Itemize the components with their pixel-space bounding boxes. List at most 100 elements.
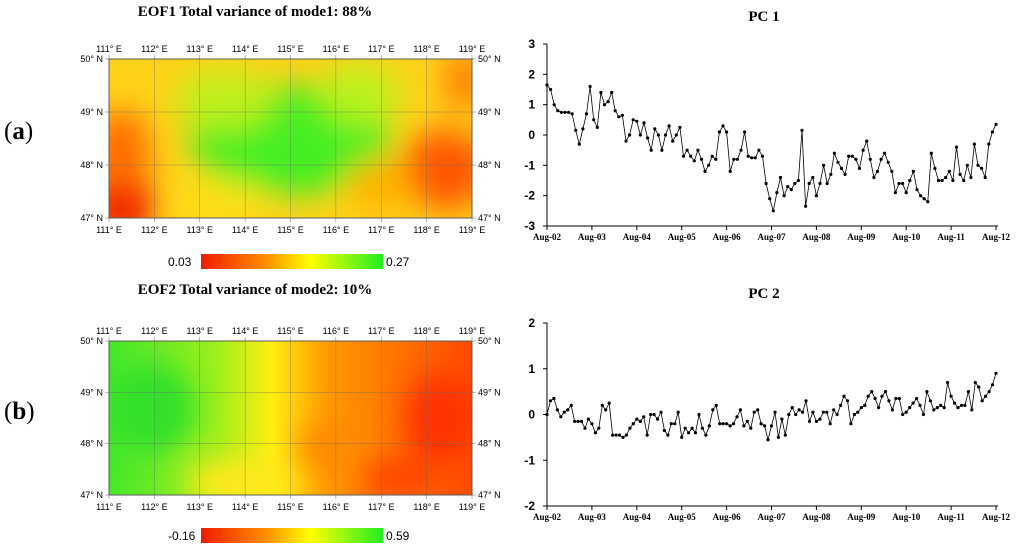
eof2-map: EOF2 Total variance of mode2: 10% 111° E… [80, 282, 501, 543]
x-tick-label: Aug-02 [533, 512, 562, 522]
data-point [718, 422, 722, 426]
data-point [725, 422, 729, 426]
data-point [839, 403, 843, 407]
data-point [796, 178, 800, 183]
y-tick-label: 2 [528, 316, 535, 330]
panel-label-a: (a) [4, 118, 34, 145]
data-point [599, 90, 603, 95]
data-point [901, 412, 905, 417]
lon-tick-label: 115° E [277, 44, 303, 54]
data-point [645, 433, 649, 437]
data-point [721, 422, 725, 426]
data-point [613, 109, 617, 113]
data-point [628, 426, 632, 430]
data-point [859, 406, 863, 410]
data-point [786, 185, 790, 189]
data-point [738, 408, 742, 412]
data-point [911, 169, 915, 173]
y-tick-label: -1 [524, 158, 535, 172]
lon-tick-label: 117° E [368, 225, 394, 235]
data-point [797, 408, 801, 412]
eof1-map: EOF1 Total variance of mode1: 88% 111° E… [80, 4, 501, 269]
data-point [873, 396, 877, 401]
data-point [628, 133, 632, 137]
data-point [953, 401, 957, 405]
data-point [545, 83, 549, 87]
lat-tick-label: 48° N [478, 439, 501, 449]
lat-tick-label: 48° N [80, 439, 103, 449]
y-tick-label: 1 [528, 362, 535, 376]
data-point [929, 151, 933, 155]
data-point [782, 194, 786, 198]
data-point [918, 403, 922, 407]
data-point [660, 148, 664, 152]
data-point [886, 160, 890, 164]
data-point [764, 181, 768, 186]
data-point [597, 426, 601, 430]
lon-tick-label: 119° E [459, 502, 485, 512]
data-point [610, 90, 614, 95]
data-point [746, 154, 750, 158]
data-point [973, 380, 977, 385]
data-point [958, 172, 962, 176]
lon-tick-label: 117° E [368, 326, 394, 336]
data-point [935, 406, 939, 410]
data-point [894, 396, 898, 401]
x-tick-label: Aug-08 [802, 512, 831, 522]
lon-tick-label: 117° E [368, 44, 394, 54]
data-point [595, 125, 599, 129]
data-point [756, 408, 760, 412]
data-point [926, 200, 930, 204]
data-point [663, 133, 668, 137]
data-point [697, 412, 701, 417]
lon-tick-label: 119° E [459, 225, 485, 235]
data-point [692, 159, 696, 163]
lat-tick-label: 50° N [80, 336, 103, 346]
data-point [769, 424, 774, 428]
data-point [787, 412, 791, 417]
y-tick-label: -2 [524, 499, 535, 513]
lat-tick-label: 49° N [478, 387, 501, 397]
data-point [944, 175, 948, 180]
pc2-chart: PC 2 2 1 0 -1 -2 Aug-02 Aug-03 Aug-04 Aug-05 Aug… [524, 286, 1010, 522]
data-point [545, 412, 549, 417]
data-point [659, 410, 663, 414]
data-point [847, 154, 851, 158]
data-point [759, 422, 763, 426]
data-point [897, 396, 901, 401]
data-point [752, 410, 756, 414]
lon-tick-label: 118° E [413, 326, 439, 336]
data-point [893, 191, 897, 195]
data-point [680, 435, 684, 439]
data-point [932, 408, 936, 412]
lon-tick-label: 112° E [141, 44, 167, 54]
lon-tick-label: 115° E [277, 326, 303, 336]
data-point [801, 410, 805, 414]
data-point [821, 410, 825, 414]
data-point [673, 422, 677, 426]
data-point [842, 394, 846, 398]
y-tick-label: 1 [528, 98, 535, 112]
data-point [728, 169, 732, 173]
data-point [649, 148, 653, 152]
data-point [707, 424, 711, 428]
data-point [714, 403, 718, 407]
data-point [676, 410, 680, 414]
data-point [933, 166, 937, 170]
data-point [583, 426, 587, 430]
data-point [814, 419, 818, 423]
lon-tick-label: 118° E [413, 225, 439, 235]
x-tick-label: Aug-03 [578, 512, 607, 522]
data-point [977, 385, 981, 389]
x-tick-label: Aug-05 [668, 232, 697, 242]
data-point [790, 406, 794, 410]
data-point [600, 403, 604, 407]
data-point [700, 426, 704, 430]
data-point [922, 197, 926, 201]
data-point [768, 197, 772, 201]
lon-tick-label: 112° E [141, 225, 167, 235]
data-point [642, 415, 646, 419]
data-point [954, 145, 959, 149]
pc1-title: PC 1 [748, 9, 779, 25]
data-point [602, 103, 607, 107]
